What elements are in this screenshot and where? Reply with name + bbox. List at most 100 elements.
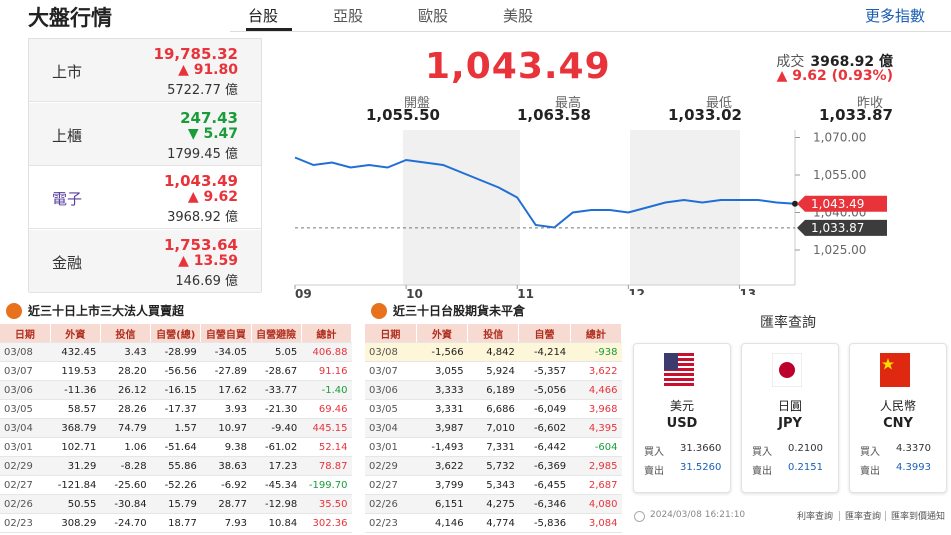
index-change: ▼ 5.47 — [187, 125, 238, 142]
cell: 03/04 — [365, 418, 417, 438]
cell: 5.05 — [251, 342, 302, 362]
index-item[interactable] — [29, 229, 261, 293]
cell: 02/29 — [0, 456, 51, 476]
cell: 4,842 — [467, 342, 519, 362]
cell: 03/06 — [365, 380, 417, 400]
sell-rate: 31.5260 — [680, 462, 722, 473]
cell: -4,214 — [518, 342, 571, 362]
cell: 02/27 — [365, 475, 417, 495]
cell: 02/27 — [0, 475, 51, 495]
stat-value: 1,033.87 — [818, 106, 893, 124]
currency-code: CNY — [883, 416, 913, 431]
cell: 52.14 — [301, 437, 352, 457]
cell: 4,774 — [467, 513, 519, 533]
cell: -1,493 — [416, 437, 468, 457]
cell: 38.63 — [200, 456, 252, 476]
cell: 03/05 — [0, 399, 51, 419]
cell: -199.70 — [301, 475, 352, 495]
cell: 03/05 — [365, 399, 417, 419]
index-item[interactable] — [29, 39, 261, 102]
cell: -6.92 — [200, 475, 252, 495]
index-volume: 146.69 億 — [175, 273, 238, 289]
volume-value: 3968.92 億 — [810, 54, 893, 70]
panel-icon — [6, 303, 22, 319]
column-header: 投信 — [467, 324, 520, 343]
cell: 3,968 — [570, 399, 622, 419]
cell: -6,346 — [518, 494, 571, 514]
stat-value: 1,055.50 — [365, 106, 440, 124]
fx-title: 匯率查詢 — [760, 315, 816, 331]
tab[interactable]: 台股 — [248, 7, 279, 25]
cell: 4,275 — [467, 494, 519, 514]
buy-label: 買入 — [752, 447, 772, 458]
cell: 3,084 — [570, 513, 622, 533]
tab[interactable]: 美股 — [503, 7, 534, 25]
cell: 302.36 — [301, 513, 352, 533]
cell: -12.98 — [251, 494, 302, 514]
institutional-table: 日期 外資 投信 自營(總) 自營自買 自營避險 總計 03/08 432.45 3.43 -28.… — [0, 324, 352, 533]
column-header: 總計 — [301, 324, 352, 343]
cell: 03/01 — [365, 437, 417, 457]
flag-cn — [880, 353, 910, 387]
cell: -5,357 — [518, 361, 571, 381]
panel-title-text: 近三十日上市三大法人買賣超 — [28, 304, 185, 318]
cell: 50.55 — [50, 494, 101, 514]
cell: 3,622 — [570, 361, 622, 381]
cell: 10.97 — [200, 418, 252, 438]
cell: 03/01 — [0, 437, 51, 457]
sell-rate: 0.2151 — [788, 462, 823, 473]
price-tag — [797, 195, 887, 212]
link-separator — [885, 511, 886, 521]
link-separator — [839, 511, 840, 521]
more-link[interactable]: 更多指數 — [864, 7, 925, 25]
tab[interactable]: 歐股 — [418, 7, 449, 25]
cell: 78.87 — [301, 456, 352, 476]
cell: -8.28 — [100, 456, 151, 476]
page-title: 大盤行情 — [28, 6, 112, 30]
stat-label: 開盤 — [403, 96, 430, 111]
cell: 1.06 — [100, 437, 151, 457]
fx-link[interactable]: 匯率查詢 — [845, 512, 882, 522]
index-item[interactable] — [29, 102, 261, 166]
fx-link[interactable]: 利率查詢 — [797, 512, 834, 522]
stat-value: 1,033.02 — [667, 106, 742, 124]
cell: 2,985 — [570, 456, 622, 476]
index-item[interactable] — [29, 166, 261, 229]
cell: -6,049 — [518, 399, 571, 419]
volume-label: 成交 — [776, 54, 805, 70]
currency-code: USD — [666, 416, 698, 431]
cell: -11.36 — [50, 380, 101, 400]
cell: 3,055 — [416, 361, 468, 381]
cell: -21.30 — [251, 399, 302, 419]
index-name: 上市 — [52, 63, 83, 81]
column-header: 外資 — [416, 324, 469, 343]
stat-label: 昨收 — [856, 96, 883, 111]
cell: -1,566 — [416, 342, 468, 362]
tab[interactable]: 亞股 — [333, 7, 364, 25]
currency-name: 人民幣 — [879, 399, 916, 413]
sell-label: 賣出 — [644, 466, 664, 477]
fx-link[interactable]: 匯率到價通知 — [891, 512, 946, 522]
buy-rate: 0.2100 — [788, 443, 823, 454]
y-tick-label: 1,055.00 — [813, 168, 866, 182]
cell: 31.29 — [50, 456, 101, 476]
cell: 3.93 — [200, 399, 252, 419]
cell: -6,602 — [518, 418, 571, 438]
cell: 102.71 — [50, 437, 101, 457]
cell: 02/26 — [365, 494, 417, 514]
cell: 2,687 — [570, 475, 622, 495]
cell: -6,442 — [518, 437, 571, 457]
index-name: 上櫃 — [52, 126, 83, 145]
cell: 3,799 — [416, 475, 468, 495]
cell: 5,924 — [467, 361, 519, 381]
cell: -52.26 — [150, 475, 201, 495]
cell: 55.86 — [150, 456, 201, 476]
cell: 406.88 — [301, 342, 352, 362]
cell: 17.23 — [251, 456, 302, 476]
cell: 28.77 — [200, 494, 252, 514]
cell: -25.60 — [100, 475, 151, 495]
cell: -28.67 — [251, 361, 302, 381]
panel-title: 近三十日上市三大法人買賣超 — [0, 298, 352, 324]
index-change: ▲ 9.62 — [187, 189, 238, 205]
index-name: 電子 — [52, 190, 83, 208]
